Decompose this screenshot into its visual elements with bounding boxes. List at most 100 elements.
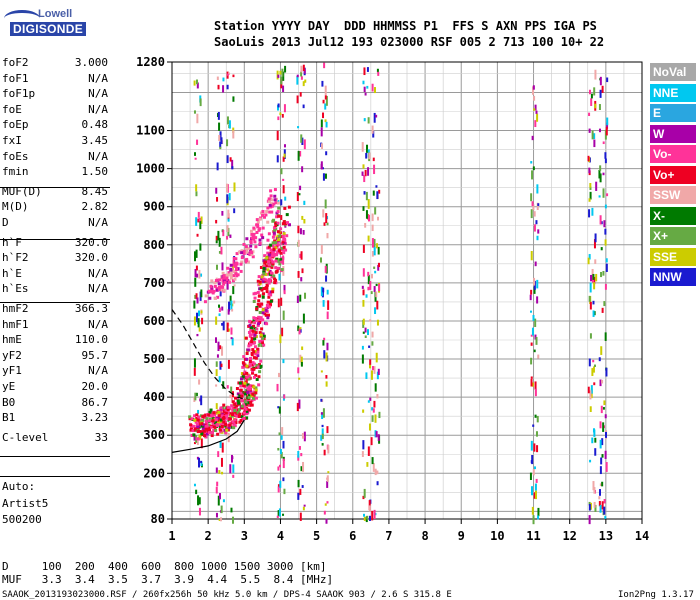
echo-point [217, 451, 220, 458]
echo-point [261, 308, 265, 312]
x-tick-label: 3 [241, 529, 248, 543]
echo-point [278, 234, 282, 238]
echo-point [281, 113, 284, 118]
param-label: foF1 [2, 71, 29, 85]
echo-point [258, 319, 262, 323]
echo-point [257, 299, 261, 303]
echo-point [232, 474, 235, 478]
echo-point [237, 250, 241, 254]
echo-point [532, 314, 535, 321]
param-value: 33 [94, 430, 108, 444]
echo-point [277, 510, 280, 517]
echo-point [254, 350, 258, 354]
echo-point [374, 414, 377, 423]
echo-point [604, 239, 607, 246]
echo-point [249, 251, 253, 255]
echo-point [230, 404, 234, 408]
echo-point [250, 236, 254, 240]
echo-point [260, 288, 264, 292]
echo-point [594, 504, 597, 512]
echo-point [267, 313, 271, 317]
echo-point [244, 245, 248, 249]
echo-point [237, 408, 241, 412]
echo-point [221, 262, 224, 271]
echo-point [368, 215, 371, 222]
echo-point [222, 403, 226, 407]
echo-point [595, 181, 598, 191]
echo-point [230, 414, 234, 418]
echo-point [530, 460, 533, 464]
param-label: foEs [2, 149, 29, 163]
echo-point [588, 112, 591, 116]
param-label: yE [2, 380, 16, 393]
echo-point [218, 428, 222, 432]
echo-point [376, 319, 379, 326]
echo-point [325, 381, 328, 387]
echo-point [223, 280, 227, 284]
echo-point [592, 359, 595, 363]
echo-point [197, 211, 200, 218]
echo-point [530, 251, 533, 261]
echo-point [589, 333, 592, 339]
echo-point [215, 467, 218, 473]
echo-point [284, 248, 288, 252]
echo-point [230, 386, 233, 393]
param-value: N/A [88, 149, 108, 163]
echo-point [267, 263, 271, 267]
echo-point [277, 447, 280, 451]
echo-point [226, 183, 229, 193]
logo-swoosh [4, 10, 40, 27]
echo-point [249, 391, 253, 395]
echo-point [591, 368, 594, 376]
echo-point [533, 443, 536, 452]
param-label: fmin [2, 165, 29, 179]
echo-point [211, 419, 215, 423]
echo-point [232, 263, 236, 267]
echo-point [320, 127, 323, 137]
echo-point [273, 277, 277, 281]
echo-point [298, 193, 301, 196]
echo-point [364, 222, 367, 228]
echo-point [228, 423, 232, 427]
echo-point [209, 284, 213, 288]
echo-point [255, 365, 259, 369]
echo-point [214, 411, 218, 415]
echo-point [231, 410, 235, 414]
echo-point [266, 206, 270, 210]
param-label: yF1 [2, 364, 22, 378]
echo-point [274, 223, 278, 227]
echo-point [377, 434, 380, 441]
echo-point [604, 332, 607, 341]
echo-point [197, 495, 200, 506]
echo-point [247, 374, 251, 378]
echo-point [373, 238, 376, 249]
echo-point [267, 232, 271, 236]
echo-point [373, 266, 376, 269]
echo-point [377, 262, 380, 268]
echo-point [590, 98, 593, 106]
echo-point [320, 398, 323, 402]
echo-point [368, 423, 371, 431]
echo-point [373, 366, 376, 374]
echo-point [194, 392, 197, 401]
echo-point [534, 490, 537, 500]
echo-point [216, 354, 219, 358]
echo-point [219, 288, 222, 297]
echo-point [302, 506, 305, 511]
echo-point [605, 462, 608, 472]
echo-point [268, 271, 272, 275]
echo-point [302, 229, 305, 235]
echo-point [252, 375, 256, 379]
echo-point [254, 386, 258, 390]
echo-point [217, 495, 220, 506]
echo-point [533, 286, 536, 294]
echo-point [530, 193, 533, 202]
echo-point [532, 85, 535, 90]
echo-point [260, 302, 264, 306]
echo-point [250, 353, 254, 357]
echo-point [326, 501, 329, 504]
echo-point [226, 405, 230, 409]
echo-point [233, 409, 237, 413]
echo-point [600, 346, 603, 355]
echo-point [252, 292, 256, 296]
